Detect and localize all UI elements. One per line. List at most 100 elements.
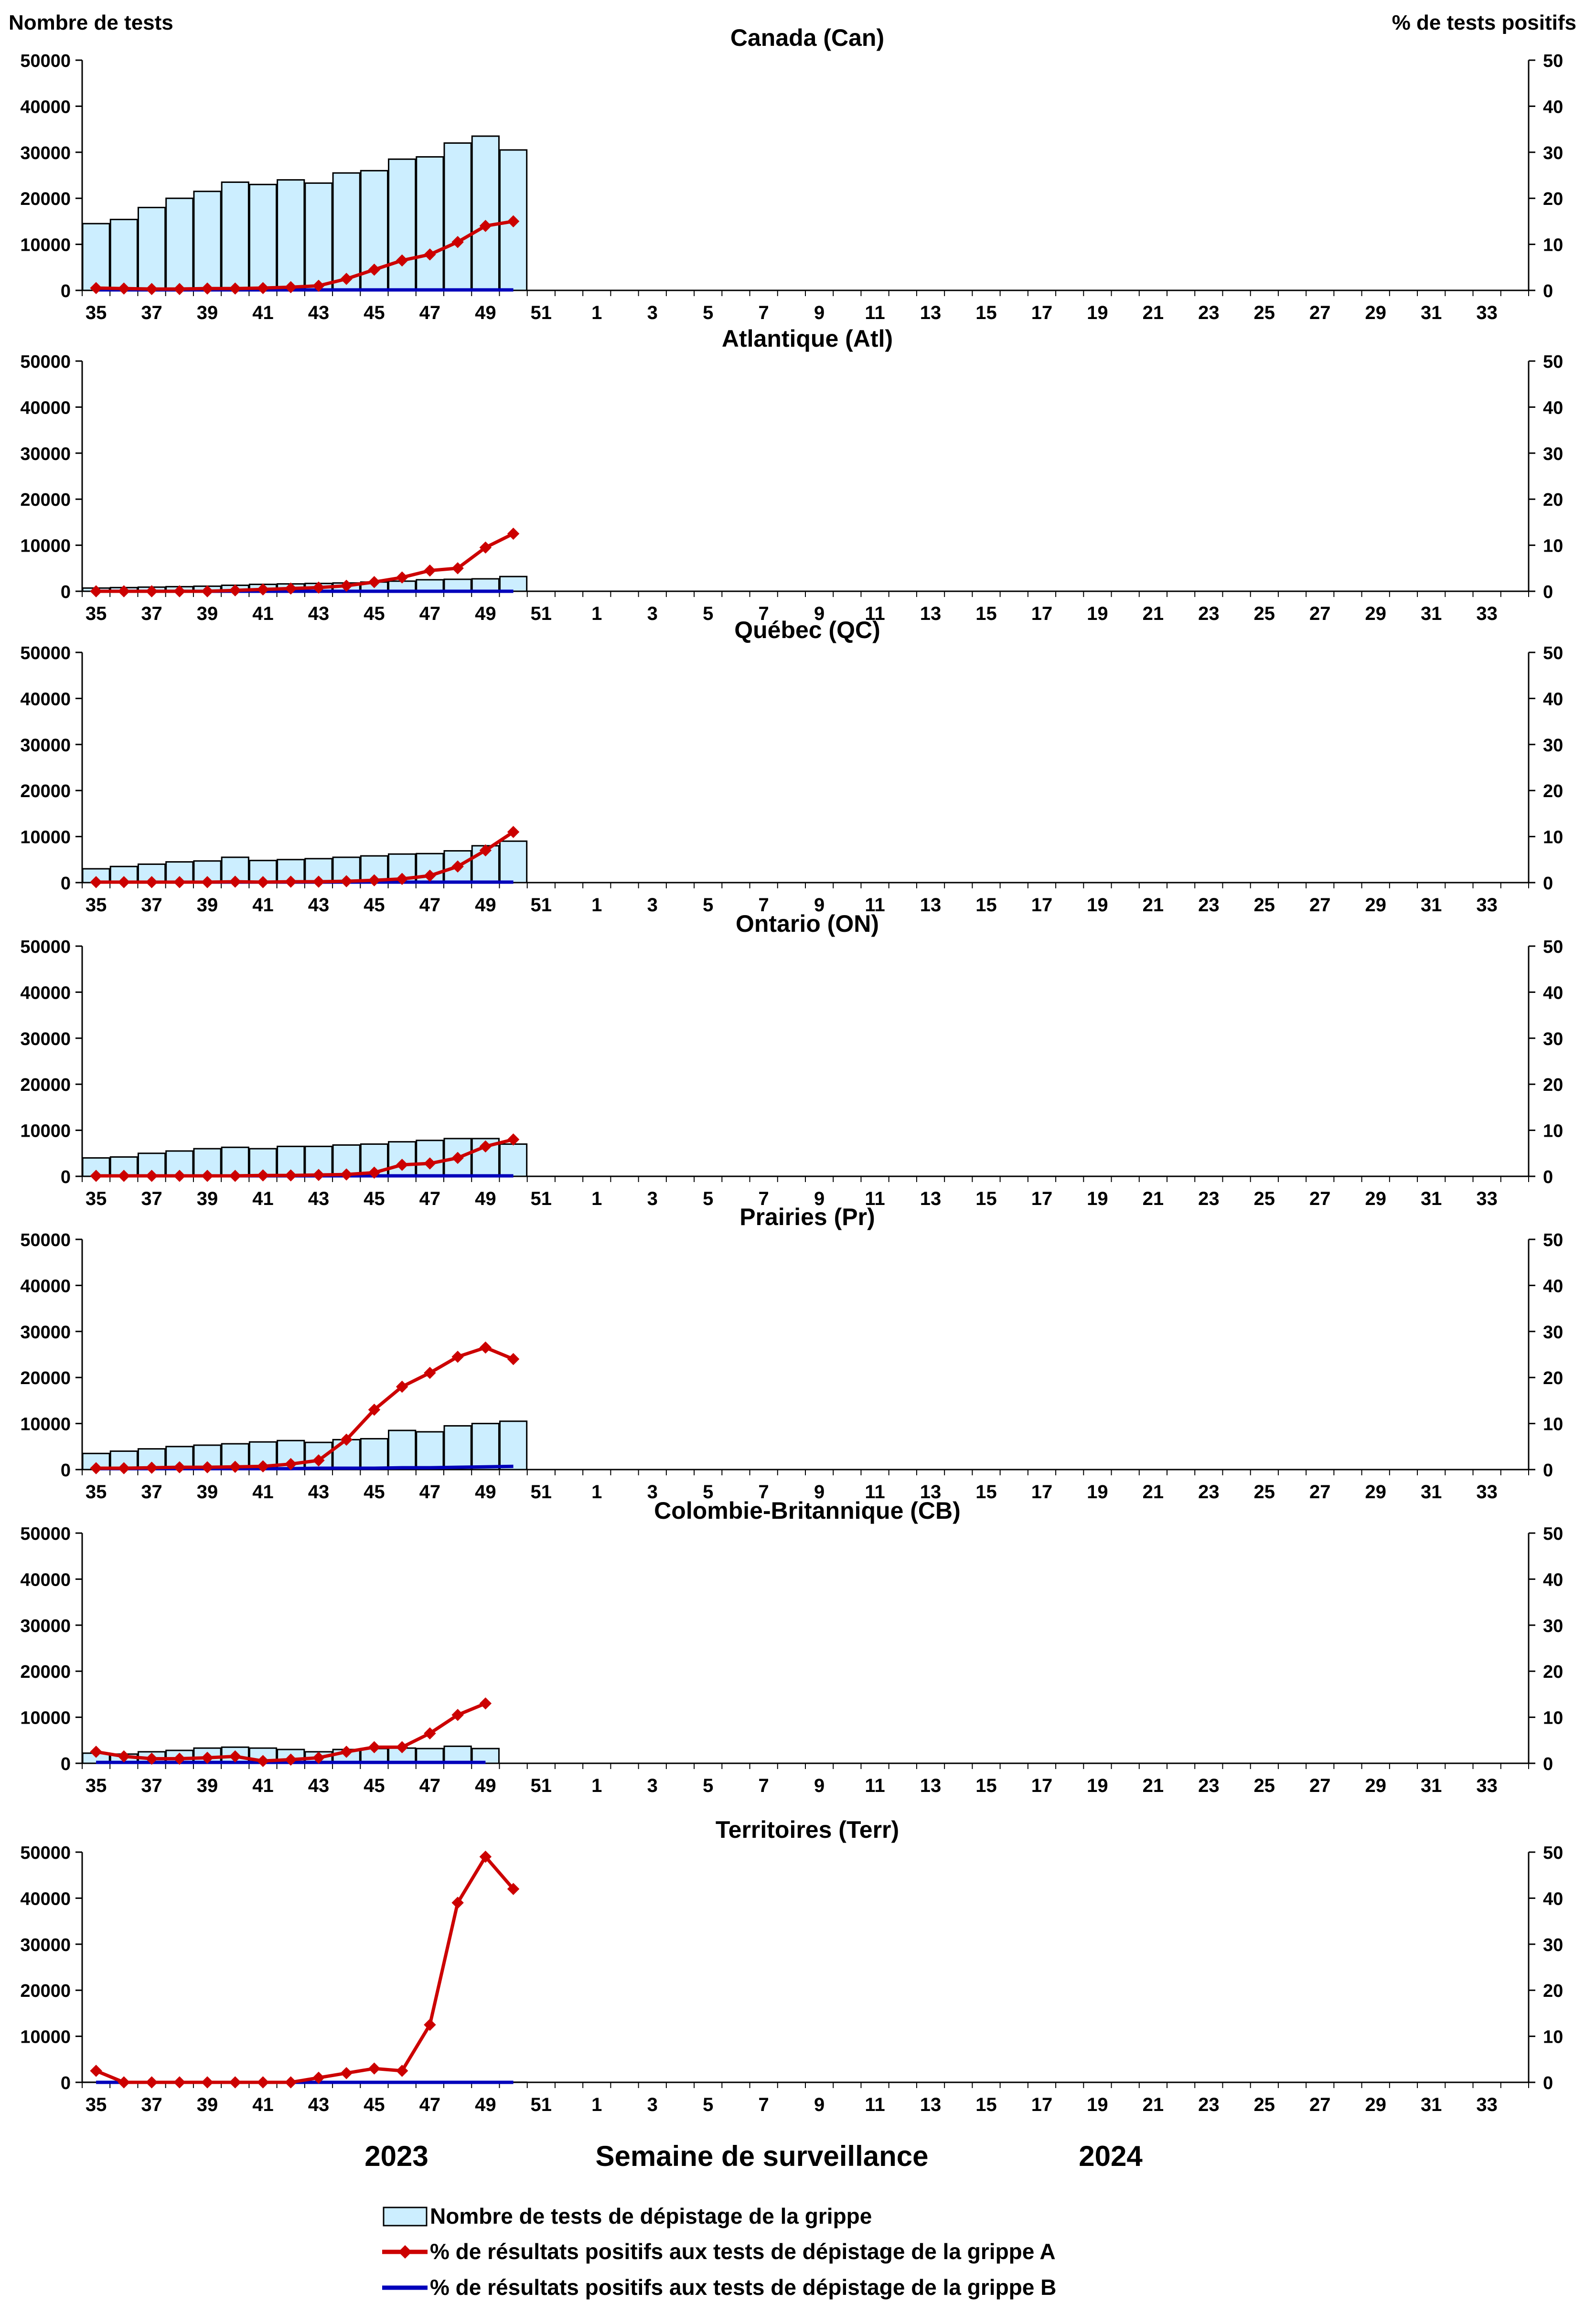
x-tick-label: 7 [759,1188,769,1209]
panel-0: Canada (Can) 0 10000 20000 30000 40000 50000 0 1… [20,24,1563,323]
x-tick-label: 29 [1365,1775,1386,1796]
x-tick-label: 39 [197,302,218,323]
flu-a-point [479,1697,492,1710]
x-tick-label: 17 [1031,2094,1053,2115]
left-tick-label: 50000 [20,1524,71,1544]
x-tick-label: 21 [1143,302,1164,323]
test-count-bar [443,1745,472,1764]
right-tick-label: 0 [1543,874,1553,894]
x-tick-label: 37 [141,895,162,916]
test-count-bar [416,1431,444,1471]
x-tick-label: 13 [920,2094,942,2115]
flu-a-point [368,263,381,276]
x-tick-label: 51 [531,302,552,323]
x-tick-label: 27 [1309,1775,1331,1796]
test-count-bar [137,863,166,884]
x-tick-label: 15 [975,1775,997,1796]
x-tick-label: 23 [1198,1775,1220,1796]
x-tick-label: 5 [703,1482,713,1503]
flu-a-point [229,282,241,295]
left-tick-label: 20000 [20,490,71,510]
x-tick-label: 13 [920,603,942,624]
x-tick-label: 3 [647,1188,658,1209]
x-tick-label: 49 [475,1188,496,1209]
x-tick-label: 5 [703,302,713,323]
x-tick-label: 29 [1365,895,1386,916]
legend: Nombre de tests de dépistage de la gripp… [382,2204,1056,2300]
x-tick-label: 3 [647,895,658,916]
flu-a-point [145,2076,158,2089]
x-tick-label: 35 [86,2094,107,2115]
right-tick-label: 20 [1543,1662,1563,1682]
x-tick-label: 3 [647,302,658,323]
x-tick-label: 51 [531,1482,552,1503]
left-tick-label: 20000 [20,1368,71,1388]
x-tick-label: 41 [252,302,274,323]
right-tick-label: 20 [1543,1075,1563,1095]
test-count-bar [82,868,110,884]
panel-title: Québec (QC) [734,617,880,643]
x-tick-label: 49 [475,2094,496,2115]
x-tick-label: 15 [975,895,997,916]
panel-title: Territoires (Terr) [716,1816,899,1843]
flu-a-point [424,248,436,261]
test-count-bar [471,578,500,592]
panel-4: Prairies (Pr) 0 10000 20000 30000 40000 50000 0… [20,1204,1563,1503]
x-tick-label: 1 [591,2094,602,2115]
x-tick-label: 13 [920,1482,942,1503]
flu-a-point [507,527,520,540]
left-tick-label: 0 [61,1167,71,1187]
x-tick-label: 17 [1031,1482,1053,1503]
x-tick-label: 49 [475,302,496,323]
x-tick-label: 45 [364,2094,385,2115]
x-tick-label: 17 [1031,302,1053,323]
x-tick-label: 9 [814,302,825,323]
x-tick-label: 39 [197,1482,218,1503]
right-tick-label: 10 [1543,828,1563,848]
left-tick-label: 20000 [20,1981,71,2001]
left-tick-label: 30000 [20,1322,71,1343]
x-tick-label: 51 [531,603,552,624]
x-tick-label: 33 [1476,1775,1498,1796]
flu-a-point [396,2065,408,2077]
x-tick-label: 23 [1198,302,1220,323]
left-tick-label: 40000 [20,398,71,418]
x-tick-label: 13 [920,1188,942,1209]
right-tick-label: 30 [1543,1322,1563,1343]
panel-6: Territoires (Terr) 0 10000 20000 30000 40000 5… [20,1816,1563,2115]
x-tick-label: 11 [865,1775,885,1796]
x-tick-label: 31 [1421,302,1442,323]
year-2024-label: 2024 [1079,2140,1143,2172]
panel-title: Atlantique (Atl) [722,325,893,352]
x-tick-label: 45 [364,1188,385,1209]
x-tick-label: 1 [591,1482,602,1503]
panel-title: Colombie-Britannique (CB) [654,1497,961,1524]
x-tick-label: 29 [1365,1482,1386,1503]
right-tick-label: 30 [1543,444,1563,464]
flu-a-line [95,1855,515,2084]
x-tick-label: 23 [1198,603,1220,624]
flu-a-point [229,2076,241,2089]
right-tick-label: 30 [1543,736,1563,756]
test-count-bar [332,172,361,291]
x-tick-label: 27 [1309,1188,1331,1209]
x-tick-label: 19 [1087,603,1108,624]
right-tick-label: 50 [1543,937,1563,957]
left-tick-label: 10000 [20,2027,71,2047]
left-tick-label: 10000 [20,828,71,848]
left-tick-label: 0 [61,1754,71,1774]
x-tick-label: 3 [647,603,658,624]
x-tick-label: 43 [308,1775,330,1796]
right-tick-label: 20 [1543,1981,1563,2001]
x-tick-label: 17 [1031,895,1053,916]
x-tick-label: 41 [252,1775,274,1796]
legend-flu-b-label: % de résultats positifs aux tests de dép… [430,2275,1056,2300]
left-tick-label: 20000 [20,1662,71,1682]
x-tick-label: 45 [364,1482,385,1503]
x-tick-label: 23 [1198,895,1220,916]
x-tick-label: 51 [531,1775,552,1796]
left-tick-label: 50000 [20,1843,71,1863]
left-tick-label: 0 [61,1460,71,1481]
left-tick-label: 30000 [20,1616,71,1636]
right-tick-label: 10 [1543,235,1563,256]
